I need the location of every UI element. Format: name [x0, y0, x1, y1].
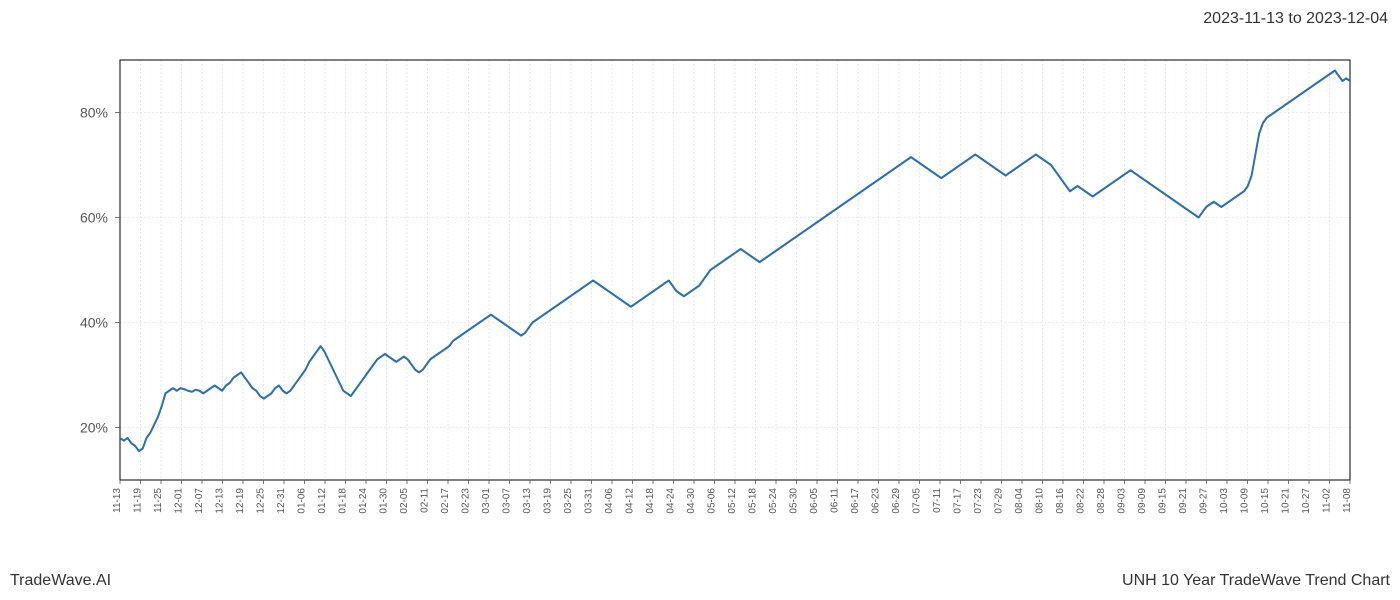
- svg-text:03-19: 03-19: [543, 488, 554, 514]
- brand-label: TradeWave.AI: [10, 572, 111, 590]
- svg-text:02-23: 02-23: [461, 488, 472, 514]
- svg-text:07-17: 07-17: [953, 488, 964, 514]
- svg-text:12-13: 12-13: [215, 488, 226, 514]
- svg-text:02-17: 02-17: [440, 488, 451, 514]
- svg-text:11-13: 11-13: [112, 488, 123, 513]
- svg-text:05-24: 05-24: [768, 488, 779, 514]
- svg-text:11-08: 11-08: [1342, 488, 1353, 513]
- svg-text:12-01: 12-01: [174, 488, 185, 514]
- svg-text:09-21: 09-21: [1178, 488, 1189, 514]
- svg-text:07-05: 07-05: [912, 488, 923, 514]
- svg-text:03-01: 03-01: [481, 488, 492, 514]
- svg-text:03-25: 03-25: [563, 488, 574, 514]
- svg-text:10-15: 10-15: [1260, 488, 1271, 514]
- svg-text:08-28: 08-28: [1096, 488, 1107, 514]
- chart-svg: 20% 40% 60% 80% 11-13 11-19 11-25 12-01 12-07 12-…: [20, 50, 1380, 560]
- svg-text:11-19: 11-19: [133, 488, 144, 513]
- svg-text:60%: 60%: [80, 210, 108, 226]
- svg-text:10-09: 10-09: [1240, 488, 1251, 514]
- svg-text:12-07: 12-07: [194, 488, 205, 514]
- svg-text:07-11: 07-11: [932, 488, 943, 513]
- svg-text:04-18: 04-18: [645, 488, 656, 514]
- svg-text:09-27: 09-27: [1199, 488, 1210, 514]
- svg-text:03-31: 03-31: [584, 488, 595, 514]
- svg-text:80%: 80%: [80, 105, 108, 121]
- svg-text:04-30: 04-30: [686, 488, 697, 514]
- svg-text:05-12: 05-12: [727, 488, 738, 514]
- chart-title-label: UNH 10 Year TradeWave Trend Chart: [1122, 572, 1390, 590]
- svg-text:06-05: 06-05: [809, 488, 820, 514]
- svg-text:01-06: 01-06: [297, 488, 308, 514]
- svg-text:05-06: 05-06: [707, 488, 718, 514]
- trend-chart: 20% 40% 60% 80% 11-13 11-19 11-25 12-01 12-07 12-…: [20, 50, 1380, 560]
- svg-text:08-22: 08-22: [1076, 488, 1087, 514]
- svg-text:08-16: 08-16: [1055, 488, 1066, 514]
- svg-text:09-15: 09-15: [1158, 488, 1169, 514]
- svg-text:07-23: 07-23: [973, 488, 984, 514]
- svg-text:10-27: 10-27: [1301, 488, 1312, 514]
- svg-text:40%: 40%: [80, 315, 108, 331]
- svg-text:01-12: 01-12: [317, 488, 328, 514]
- svg-text:05-18: 05-18: [748, 488, 759, 514]
- svg-text:12-31: 12-31: [276, 488, 287, 514]
- date-range-label: 2023-11-13 to 2023-12-04: [1203, 10, 1388, 28]
- svg-text:11-02: 11-02: [1322, 488, 1333, 513]
- svg-text:12-19: 12-19: [235, 488, 246, 514]
- svg-text:01-30: 01-30: [379, 488, 390, 514]
- svg-text:09-09: 09-09: [1137, 488, 1148, 514]
- svg-text:08-04: 08-04: [1014, 488, 1025, 514]
- svg-text:12-25: 12-25: [256, 488, 267, 514]
- svg-text:06-11: 06-11: [830, 488, 841, 513]
- svg-text:03-13: 03-13: [522, 488, 533, 514]
- svg-text:03-07: 03-07: [502, 488, 513, 514]
- svg-text:09-03: 09-03: [1117, 488, 1128, 514]
- svg-text:10-03: 10-03: [1219, 488, 1230, 514]
- svg-text:01-24: 01-24: [358, 488, 369, 514]
- svg-text:11-25: 11-25: [153, 488, 164, 513]
- svg-text:04-24: 04-24: [666, 488, 677, 514]
- svg-text:06-29: 06-29: [891, 488, 902, 514]
- svg-text:07-29: 07-29: [994, 488, 1005, 514]
- svg-text:04-06: 04-06: [604, 488, 615, 514]
- svg-text:06-23: 06-23: [871, 488, 882, 514]
- svg-text:04-12: 04-12: [625, 488, 636, 514]
- svg-text:01-18: 01-18: [338, 488, 349, 514]
- svg-text:02-05: 02-05: [399, 488, 410, 514]
- svg-text:10-21: 10-21: [1281, 488, 1292, 514]
- svg-text:02-11: 02-11: [420, 488, 431, 513]
- svg-text:08-10: 08-10: [1035, 488, 1046, 514]
- svg-text:20%: 20%: [80, 420, 108, 436]
- svg-text:06-17: 06-17: [850, 488, 861, 514]
- svg-text:05-30: 05-30: [789, 488, 800, 514]
